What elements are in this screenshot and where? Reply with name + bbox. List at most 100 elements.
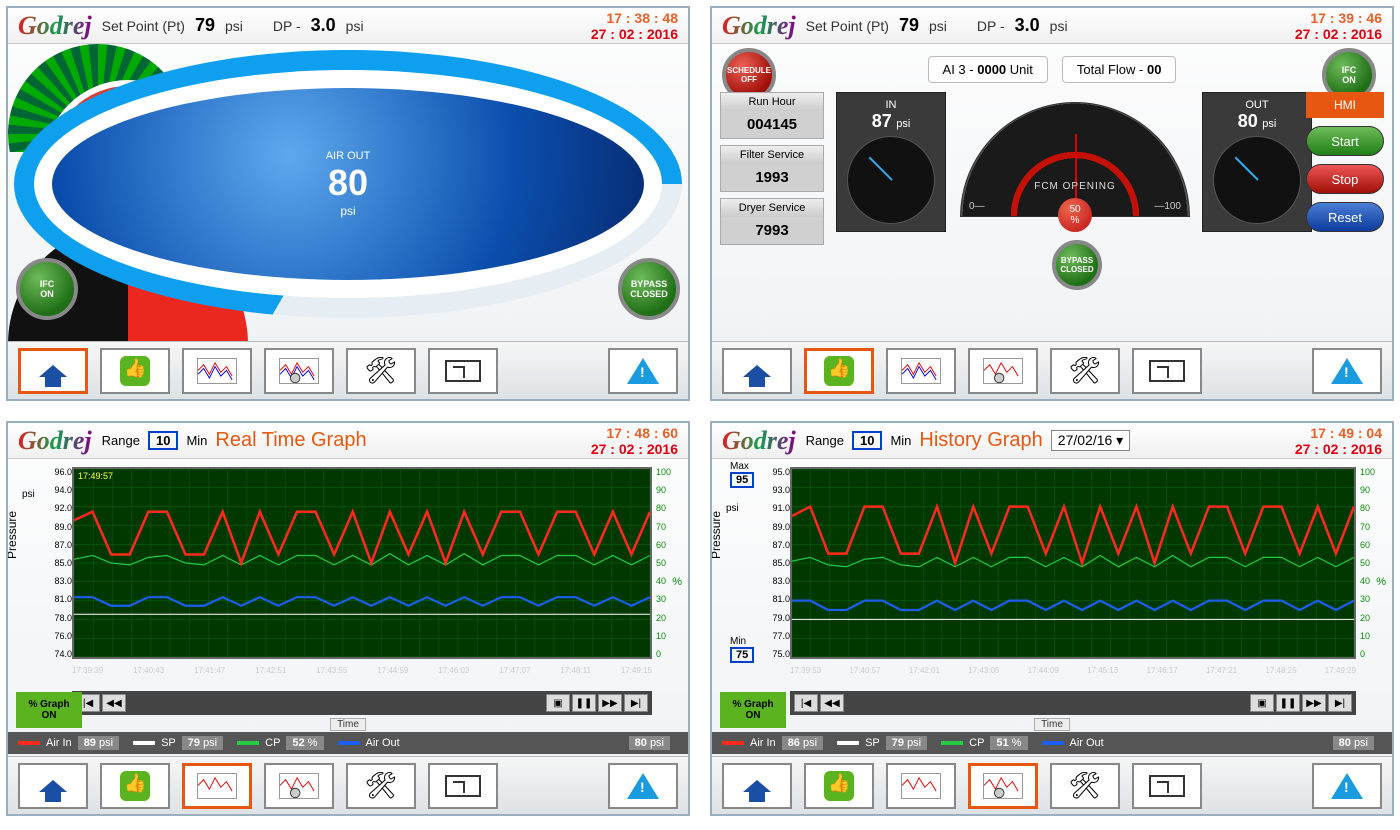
dryer-box: Dryer Service7993	[720, 198, 824, 245]
bypass-closed-button[interactable]: BYPASS CLOSED	[618, 258, 680, 320]
pulse-icon	[445, 360, 481, 382]
nav-history-button[interactable]	[264, 763, 334, 809]
nav-history-button[interactable]	[264, 348, 334, 394]
setpoint-value: 79	[195, 15, 215, 36]
bypass-closed-button[interactable]: BYPASS CLOSED	[1052, 240, 1102, 290]
forward-end-button[interactable]: ▶|	[624, 694, 648, 712]
nav-home-button[interactable]	[722, 348, 792, 394]
stop-button[interactable]: Stop	[1306, 164, 1384, 194]
nav-home-button[interactable]	[722, 763, 792, 809]
range-input[interactable]: 10	[148, 431, 178, 450]
rewind-button[interactable]: ◀◀	[820, 694, 844, 712]
nav-chart-button[interactable]	[182, 348, 252, 394]
home-icon	[39, 780, 67, 792]
clock-date: 27 : 02 : 2016	[591, 26, 678, 42]
y-ticks: 96.094.092.089.087.085.083.081.078.076.0…	[38, 467, 72, 659]
nav-thumb-button[interactable]	[100, 763, 170, 809]
toolbar: 🛠	[8, 341, 688, 399]
right-button-column: HMI Start Stop Reset	[1306, 92, 1384, 232]
start-button[interactable]: Start	[1306, 126, 1384, 156]
forward-end-button[interactable]: ▶|	[1328, 694, 1352, 712]
nav-thumb-button[interactable]	[804, 348, 874, 394]
nav-alert-button[interactable]	[608, 763, 678, 809]
max-input[interactable]: 95	[730, 472, 754, 488]
min-input[interactable]: 75	[730, 647, 754, 663]
panel-realtime-graph: Godrej Range 10 Min Real Time Graph 17 :…	[6, 421, 690, 816]
nav-pulse-button[interactable]	[1132, 348, 1202, 394]
clock-time: 17 : 39 : 46	[1295, 10, 1382, 26]
nav-alert-button[interactable]	[1312, 763, 1382, 809]
graph-header: Range 10 Min History Graph 27/02/16 ▾	[806, 429, 1131, 452]
chart-icon	[197, 773, 237, 799]
swatch-air-out	[1042, 741, 1064, 745]
nav-home-button[interactable]	[18, 763, 88, 809]
hmi-button[interactable]: HMI	[1306, 92, 1384, 118]
nav-pulse-button[interactable]	[1132, 763, 1202, 809]
chart-canvas[interactable]: 17:49:57	[72, 467, 652, 659]
legend-bar: Time Air In 89 psi SP 79 psi CP 52 % Air…	[8, 732, 688, 754]
date-selector[interactable]: 27/02/16 ▾	[1051, 430, 1130, 451]
nav-chart-button[interactable]	[886, 348, 956, 394]
graph-title: History Graph	[919, 429, 1042, 452]
rewind-start-button[interactable]: |◀	[794, 694, 818, 712]
y-unit-label: psi	[22, 489, 35, 500]
filter-box: Filter Service1993	[720, 145, 824, 192]
header: Godrej Range 10 Min Real Time Graph 17 :…	[8, 423, 688, 459]
graph-on-button[interactable]: % Graph ON	[16, 692, 82, 728]
toolbar: 🛠	[712, 756, 1392, 814]
nav-pulse-button[interactable]	[428, 763, 498, 809]
setpoint-unit: psi	[225, 18, 243, 34]
range-label: Range	[806, 433, 844, 448]
nav-tools-button[interactable]: 🛠	[346, 763, 416, 809]
stop-button[interactable]: ▣	[1250, 694, 1274, 712]
dial-icon	[847, 136, 935, 224]
nav-thumb-button[interactable]	[804, 763, 874, 809]
graph-header: Range 10 Min Real Time Graph	[102, 429, 367, 452]
nav-pulse-button[interactable]	[428, 348, 498, 394]
swatch-sp	[837, 741, 859, 745]
reset-button[interactable]: Reset	[1306, 202, 1384, 232]
forward-button[interactable]: ▶▶	[598, 694, 622, 712]
chart-canvas[interactable]	[790, 467, 1356, 659]
range-input[interactable]: 10	[852, 431, 882, 450]
nav-chart-button[interactable]	[182, 763, 252, 809]
legend-air-out: Air Out	[1070, 737, 1104, 749]
dp-label: DP -	[977, 18, 1005, 34]
nav-thumb-button[interactable]	[100, 348, 170, 394]
tools-icon: 🛠	[364, 355, 397, 386]
nav-chart-button[interactable]	[886, 763, 956, 809]
nav-tools-button[interactable]: 🛠	[1050, 763, 1120, 809]
legend-bar: Time Air In 86 psi SP 79 psi CP 51 % Air…	[712, 732, 1392, 754]
pulse-icon	[1149, 775, 1185, 797]
nav-alert-button[interactable]	[1312, 348, 1382, 394]
air-out-value: 80	[328, 162, 368, 204]
top-info: AI 3 - 0000 Unit Total Flow - 00	[720, 56, 1384, 83]
chart-icon	[901, 773, 941, 799]
chart-area: psi Pressure 96.094.092.089.087.085.083.…	[16, 463, 680, 689]
right-y-unit: %	[1376, 576, 1386, 588]
clock: 17 : 38 : 48 27 : 02 : 2016	[591, 10, 678, 42]
nav-history-button[interactable]	[968, 763, 1038, 809]
pulse-icon	[445, 775, 481, 797]
nav-tools-button[interactable]: 🛠	[346, 348, 416, 394]
nav-history-button[interactable]	[968, 348, 1038, 394]
stat-column: Run Hour004145 Filter Service1993 Dryer …	[720, 92, 824, 245]
stop-button[interactable]: ▣	[546, 694, 570, 712]
pause-button[interactable]: ❚❚	[1276, 694, 1300, 712]
clock-date: 27 : 02 : 2016	[1295, 26, 1382, 42]
rewind-button[interactable]: ◀◀	[102, 694, 126, 712]
nav-tools-button[interactable]: 🛠	[1050, 348, 1120, 394]
tools-icon: 🛠	[364, 770, 397, 801]
graph-on-button[interactable]: % Graph ON	[720, 692, 786, 728]
legend-air-in: Air In	[750, 737, 776, 749]
ifc-on-button[interactable]: IFC ON	[16, 258, 78, 320]
pause-button[interactable]: ❚❚	[572, 694, 596, 712]
right-y-ticks: 1009080706050403020100	[656, 467, 680, 659]
nav-alert-button[interactable]	[608, 348, 678, 394]
nav-home-button[interactable]	[18, 348, 88, 394]
setpoint-label: Set Point (Pt)	[806, 18, 889, 34]
playback-bar: |◀ ◀◀ ▣ ❚❚ ▶▶ ▶|	[790, 691, 1356, 715]
setpoint-unit: psi	[929, 18, 947, 34]
out-unit: psi	[1262, 118, 1276, 130]
forward-button[interactable]: ▶▶	[1302, 694, 1326, 712]
